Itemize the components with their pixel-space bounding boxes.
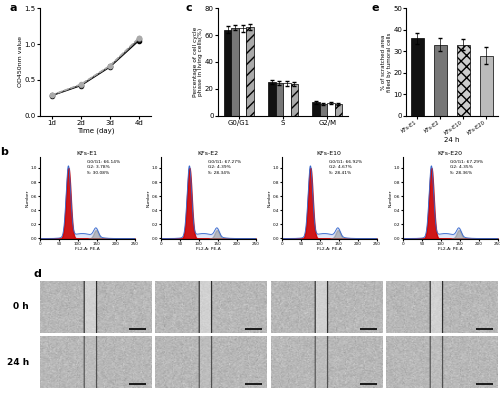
Bar (239, 28, 246, 116)
Bar (312, 102, 320, 116)
Title: KFs-E10: KFs-E10 (317, 150, 342, 156)
Bar (327, 103, 334, 116)
Text: 24 h: 24 h (7, 358, 29, 366)
X-axis label: Time (day): Time (day) (76, 127, 114, 134)
KFs-E20 (78, 82, 84, 87)
Bar (290, 84, 298, 116)
KFs-E20 (107, 63, 113, 68)
Text: d: d (34, 269, 42, 279)
Text: G0/G1: 66.92%
G2: 4.67%
S: 28.41%: G0/G1: 66.92% G2: 4.67% S: 28.41% (329, 160, 362, 175)
KFs-E1 (48, 93, 54, 98)
Legend: KFs-E1, KFs-E2, KFs-E10, KFs-E20: KFs-E1, KFs-E2, KFs-E10, KFs-E20 (356, 31, 390, 61)
Y-axis label: Number: Number (268, 190, 272, 207)
KFs-E20 (48, 93, 54, 97)
Text: e: e (372, 3, 380, 13)
Y-axis label: % of scratched area
filled by tumoral cells: % of scratched area filled by tumoral ce… (381, 32, 392, 92)
Y-axis label: Number: Number (26, 190, 30, 207)
KFs-E10 (136, 36, 142, 41)
Text: c: c (186, 3, 192, 13)
KFs-E2 (78, 83, 84, 88)
Bar (320, 104, 327, 116)
Text: G0/G1: 67.27%
G2: 4.39%
S: 28.34%: G0/G1: 67.27% G2: 4.39% S: 28.34% (208, 160, 242, 175)
Bar (283, 83, 290, 116)
KFs-E2 (107, 64, 113, 69)
Y-axis label: Number: Number (388, 190, 392, 207)
Line: KFs-E2: KFs-E2 (50, 37, 141, 97)
Title: KFs-E20: KFs-E20 (438, 150, 462, 156)
Bar (434, 45, 448, 116)
X-axis label: FL2-A: PE-A: FL2-A: PE-A (317, 247, 342, 252)
Title: KFs-E1: KFs-E1 (77, 150, 98, 156)
Text: b: b (0, 147, 8, 157)
Bar (224, 30, 232, 116)
KFs-E1 (78, 83, 84, 88)
Y-axis label: OD450nm value: OD450nm value (18, 36, 23, 88)
Y-axis label: Number: Number (146, 190, 150, 207)
Line: KFs-E10: KFs-E10 (50, 36, 141, 97)
KFs-E2 (136, 37, 142, 42)
KFs-E10 (78, 82, 84, 87)
X-axis label: 24 h: 24 h (444, 138, 460, 143)
Bar (246, 27, 254, 116)
KFs-E1 (107, 64, 113, 69)
Bar (410, 38, 424, 116)
Text: 0 h: 0 h (13, 302, 29, 311)
X-axis label: FL2-A: PE-A: FL2-A: PE-A (438, 247, 462, 252)
KFs-E10 (48, 93, 54, 98)
Bar (232, 28, 239, 116)
Bar (480, 56, 494, 116)
Bar (334, 104, 342, 116)
Line: KFs-E20: KFs-E20 (50, 36, 141, 97)
Text: G0/G1: 66.14%
G2: 3.78%
S: 30.08%: G0/G1: 66.14% G2: 3.78% S: 30.08% (88, 160, 120, 175)
Text: a: a (9, 3, 16, 13)
X-axis label: FL2-A: PE-A: FL2-A: PE-A (75, 247, 100, 252)
Legend: KFs-E1, KFs-E2, KFs-E10, KFs-E20: KFs-E1, KFs-E2, KFs-E10, KFs-E20 (158, 41, 196, 72)
Bar (456, 45, 470, 116)
KFs-E20 (136, 35, 142, 40)
X-axis label: FL2-A: PE-A: FL2-A: PE-A (196, 247, 220, 252)
Bar (276, 83, 283, 116)
Y-axis label: Percentage of cell cycle
phase in living cells(%): Percentage of cell cycle phase in living… (192, 27, 203, 97)
KFs-E1 (136, 38, 142, 43)
KFs-E10 (107, 64, 113, 69)
Text: G0/G1: 67.29%
G2: 4.35%
S: 28.36%: G0/G1: 67.29% G2: 4.35% S: 28.36% (450, 160, 484, 175)
KFs-E2 (48, 93, 54, 98)
Line: KFs-E1: KFs-E1 (50, 38, 141, 98)
Title: KFs-E2: KFs-E2 (198, 150, 219, 156)
Bar (268, 82, 276, 116)
